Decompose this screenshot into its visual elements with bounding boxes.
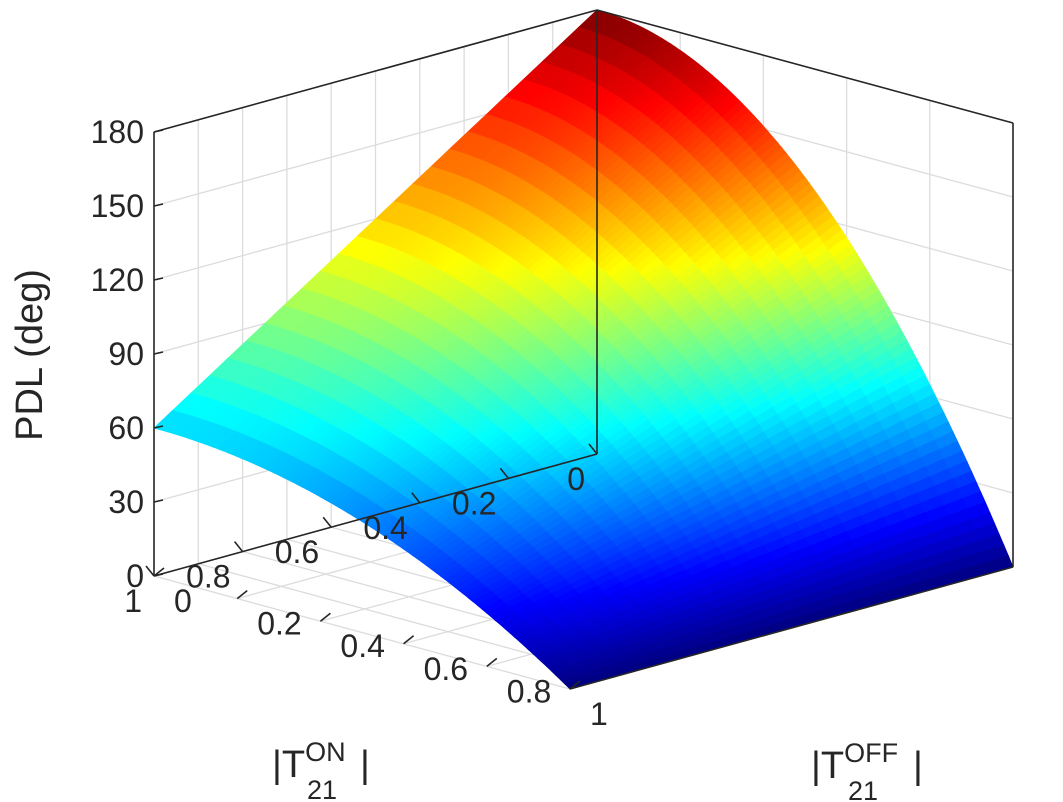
x-axis-label: |TON 21 | bbox=[272, 737, 370, 802]
y-tick-mark bbox=[153, 567, 165, 577]
box-edge-top-left bbox=[153, 9, 598, 133]
y-tick-label: 0.2 bbox=[257, 606, 301, 642]
y-tick-label: 0.8 bbox=[507, 673, 551, 709]
z-tick-label: 60 bbox=[108, 410, 144, 446]
y-tick-mark bbox=[403, 635, 415, 645]
x-axis-label-sup: ON bbox=[305, 737, 346, 767]
x-axis-line bbox=[153, 453, 598, 577]
x-tick-mark bbox=[145, 565, 155, 577]
y-tick-mark bbox=[236, 589, 248, 600]
x-tick-label: 0.8 bbox=[186, 559, 230, 595]
z-tick-mark bbox=[153, 277, 164, 281]
y-axis-label-sup: OFF bbox=[844, 738, 898, 768]
x-axis-label-end: | bbox=[360, 744, 370, 786]
y-tick-label: 1 bbox=[590, 696, 608, 732]
z-tick-label: 0 bbox=[126, 558, 144, 594]
y-tick-label: 0.6 bbox=[424, 651, 468, 687]
z-tick-label: 120 bbox=[91, 262, 144, 298]
y-axis-label-main: |T bbox=[811, 745, 844, 787]
axes bbox=[145, 9, 1014, 690]
x-tick-label: 0 bbox=[567, 461, 585, 497]
x-axis-label-sub: 21 bbox=[307, 775, 337, 802]
grid-line bbox=[153, 575, 571, 690]
z-tick-mark bbox=[153, 203, 164, 207]
x-tick-mark bbox=[322, 516, 332, 528]
y-tick-label: 0.4 bbox=[340, 628, 384, 664]
y-tick-label: 0 bbox=[174, 583, 192, 619]
x-tick-label: 0.4 bbox=[363, 510, 407, 546]
x-tick-mark bbox=[499, 467, 510, 479]
y-tick-mark bbox=[486, 657, 498, 668]
y-axis-line bbox=[569, 566, 1014, 690]
x-tick-mark bbox=[233, 541, 244, 553]
x-tick-mark bbox=[411, 492, 421, 504]
y-axis-label-sub: 21 bbox=[848, 776, 878, 802]
y-tick-mark bbox=[319, 612, 331, 622]
x-tick-mark bbox=[588, 443, 598, 455]
box-edge-top-right bbox=[596, 9, 1014, 124]
x-tick-label: 0.6 bbox=[275, 534, 319, 570]
y-axis-label: |TOFF 21 | bbox=[811, 738, 923, 802]
z-tick-label: 90 bbox=[108, 336, 144, 372]
z-axis-label: PDL (deg) bbox=[9, 269, 51, 441]
z-tick-label: 30 bbox=[108, 484, 144, 520]
z-tick-label: 150 bbox=[91, 188, 144, 224]
z-tick-mark bbox=[153, 129, 164, 133]
x-tick-label: 1 bbox=[124, 583, 142, 619]
z-tick-mark bbox=[153, 351, 164, 355]
z-tick-mark bbox=[153, 499, 164, 503]
y-axis-label-end: | bbox=[913, 745, 923, 787]
x-tick-label: 0.2 bbox=[452, 485, 496, 521]
surface-mesh bbox=[153, 9, 1014, 690]
z-tick-label: 180 bbox=[91, 114, 144, 150]
x-axis-label-main: |T bbox=[272, 744, 305, 786]
z-tick-mark bbox=[153, 425, 164, 429]
y-tick-mark bbox=[569, 680, 581, 690]
